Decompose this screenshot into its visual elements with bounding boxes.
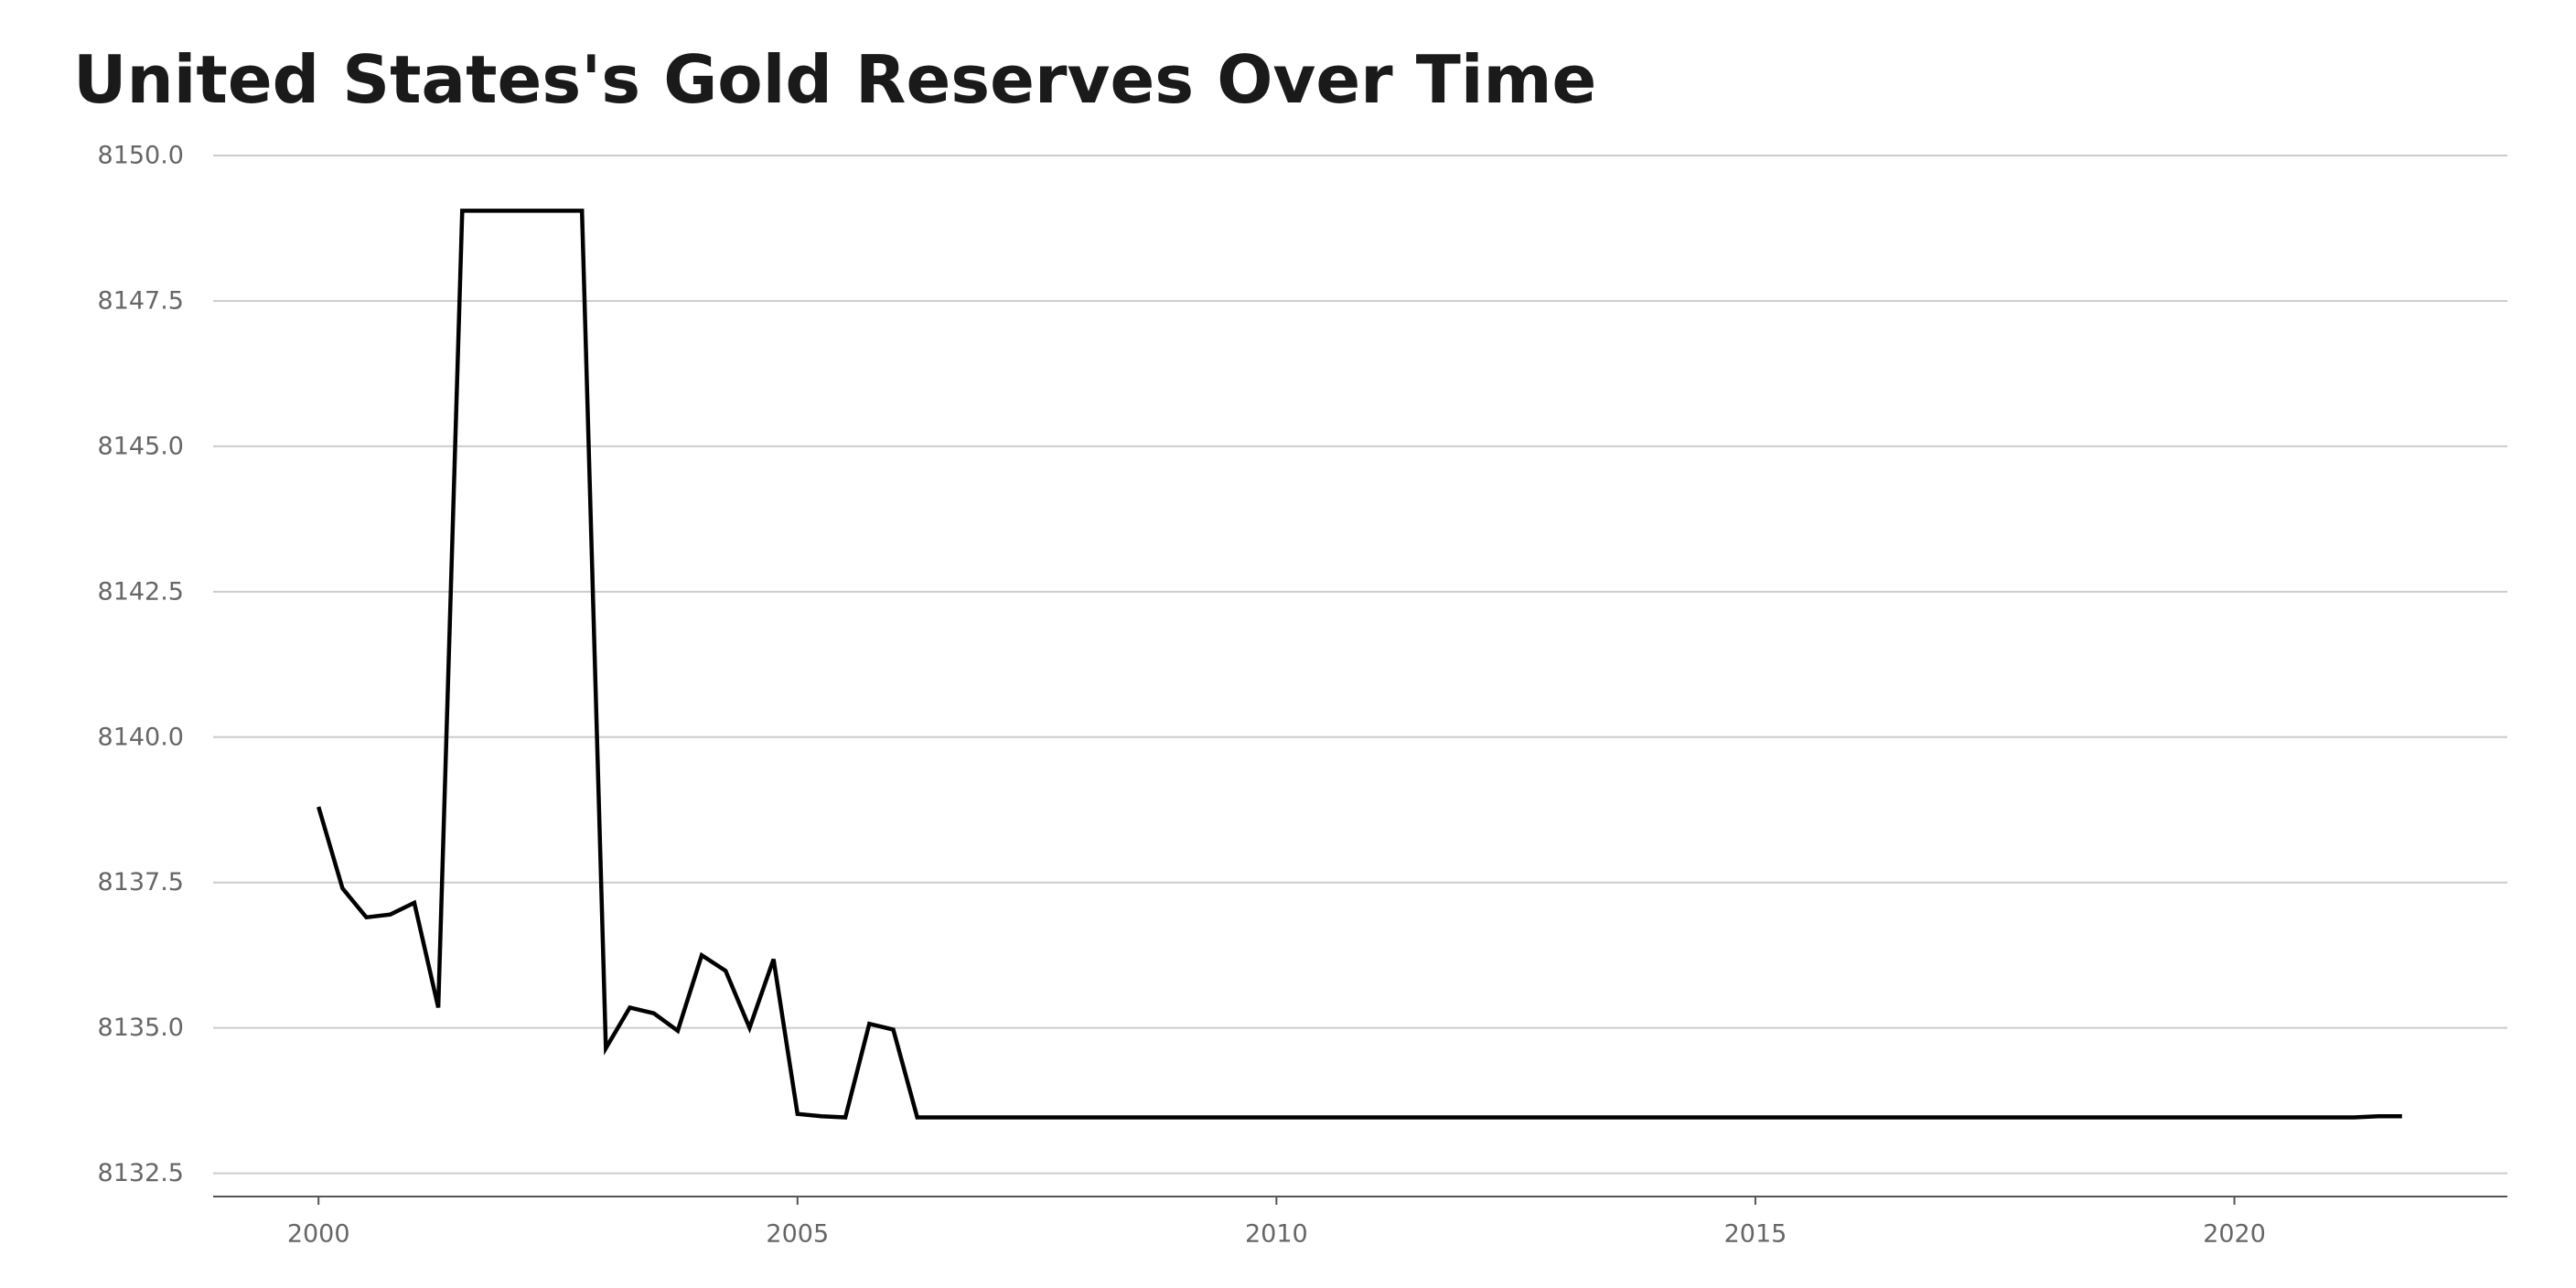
y-tick-label: 8132.5 [98, 1159, 184, 1187]
x-axis [213, 1196, 2507, 1205]
y-tick-label: 8142.5 [98, 577, 184, 606]
y-tick-labels: 8132.5 8135.0 8137.5 8140.0 8142.5 8145.0 8147… [98, 142, 184, 1188]
y-tick-label: 8140.0 [98, 723, 184, 751]
x-tick-label: 2000 [287, 1220, 350, 1249]
gridlines [213, 155, 2507, 1175]
x-tick-label: 2020 [2203, 1220, 2266, 1249]
x-tick-labels: 2000 2005 2010 2015 2020 [287, 1220, 2266, 1249]
chart-title: United States's Gold Reserves Over Time [73, 41, 1597, 118]
y-tick-label: 8137.5 [98, 868, 184, 896]
x-tick-label: 2005 [766, 1220, 829, 1249]
y-tick-label: 8147.5 [98, 286, 184, 315]
y-tick-label: 8150.0 [98, 142, 184, 170]
series-layer [317, 209, 2402, 1120]
y-tick-label: 8145.0 [98, 432, 184, 460]
x-tick-label: 2010 [1245, 1220, 1308, 1249]
x-tick-label: 2015 [1724, 1220, 1787, 1249]
series-line [317, 209, 2402, 1120]
y-tick-label: 8135.0 [98, 1014, 184, 1042]
